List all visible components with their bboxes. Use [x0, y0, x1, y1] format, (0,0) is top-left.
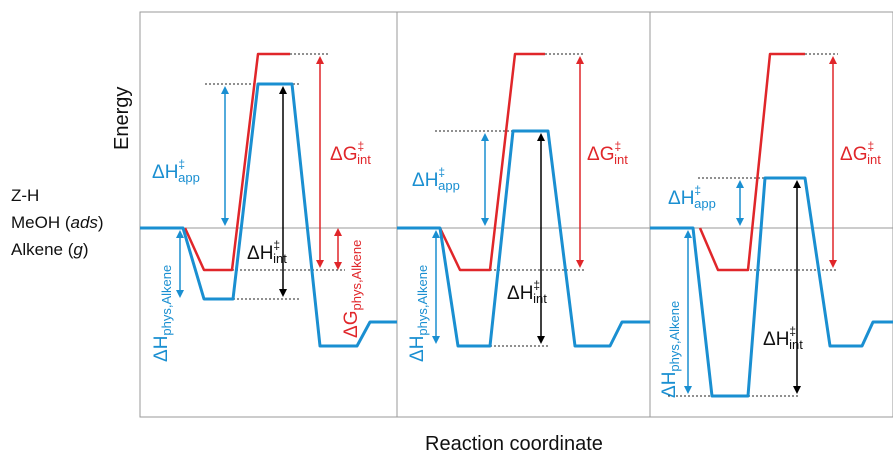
panel-2-frame	[396, 11, 651, 418]
gibbs-profiles	[183, 52, 805, 272]
gibbs-profile-3	[698, 52, 805, 272]
y-axis-label: Energy	[111, 87, 133, 150]
panel-3-frame	[649, 11, 893, 418]
gibbs-profile-1	[183, 52, 290, 272]
dh-app-label-2: ΔH‡ app	[412, 165, 460, 193]
panel-frames	[139, 11, 893, 418]
enthalpy-profile-2	[397, 129, 650, 348]
dg-int-label-1: ΔG‡ int	[330, 139, 371, 167]
ref-alkene-suffix: )	[82, 240, 89, 259]
dh-phys-label-1: ΔHphys,Alkene	[151, 265, 174, 362]
dotted-guides	[205, 53, 838, 397]
ref-meoh-suffix: )	[97, 213, 104, 232]
dh-int-label-1: ΔH‡ int	[247, 238, 287, 266]
ref-alkene-prefix: Alkene (	[11, 240, 74, 259]
gibbs-arrows	[316, 56, 837, 270]
ref-meoh-italic: ads	[70, 213, 98, 232]
ref-state-alkene: Alkene (g)	[11, 240, 89, 260]
enthalpy-profile-1	[140, 82, 397, 348]
dh-app-label-3: ΔH‡ app	[668, 183, 716, 211]
ref-state-zh: Z-H	[11, 186, 40, 205]
dh-phys-label-2: ΔHphys,Alkene	[407, 265, 430, 362]
ref-state-meoh: MeOH (ads)	[11, 213, 104, 233]
gibbs-profile-2	[438, 52, 545, 272]
dh-int-label-2: ΔH‡ int	[507, 278, 547, 306]
dh-phys-label-3: ΔHphys,Alkene	[659, 301, 682, 398]
panel-1-frame	[139, 11, 398, 418]
symbol-labels: ΔH‡ app ΔG‡ int ΔH‡ int ΔHphys,Alkene ΔGphy…	[151, 139, 881, 398]
intrinsic-arrows	[279, 86, 801, 394]
enthalpy-arrows	[176, 86, 744, 394]
ref-meoh-prefix: MeOH (	[11, 213, 71, 232]
enthalpy-profile-3	[650, 176, 893, 398]
dg-phys-label-1: ΔGphys,Alkene	[341, 240, 364, 338]
dh-int-label-3: ΔH‡ int	[763, 324, 803, 352]
dg-int-label-3: ΔG‡ int	[840, 139, 881, 167]
enthalpy-profiles	[140, 82, 893, 398]
dh-app-label-1: ΔH‡ app	[152, 157, 200, 185]
dg-int-label-2: ΔG‡ int	[587, 139, 628, 167]
ref-alkene-italic: g	[73, 240, 83, 259]
x-axis-label: Reaction coordinate	[425, 433, 603, 455]
